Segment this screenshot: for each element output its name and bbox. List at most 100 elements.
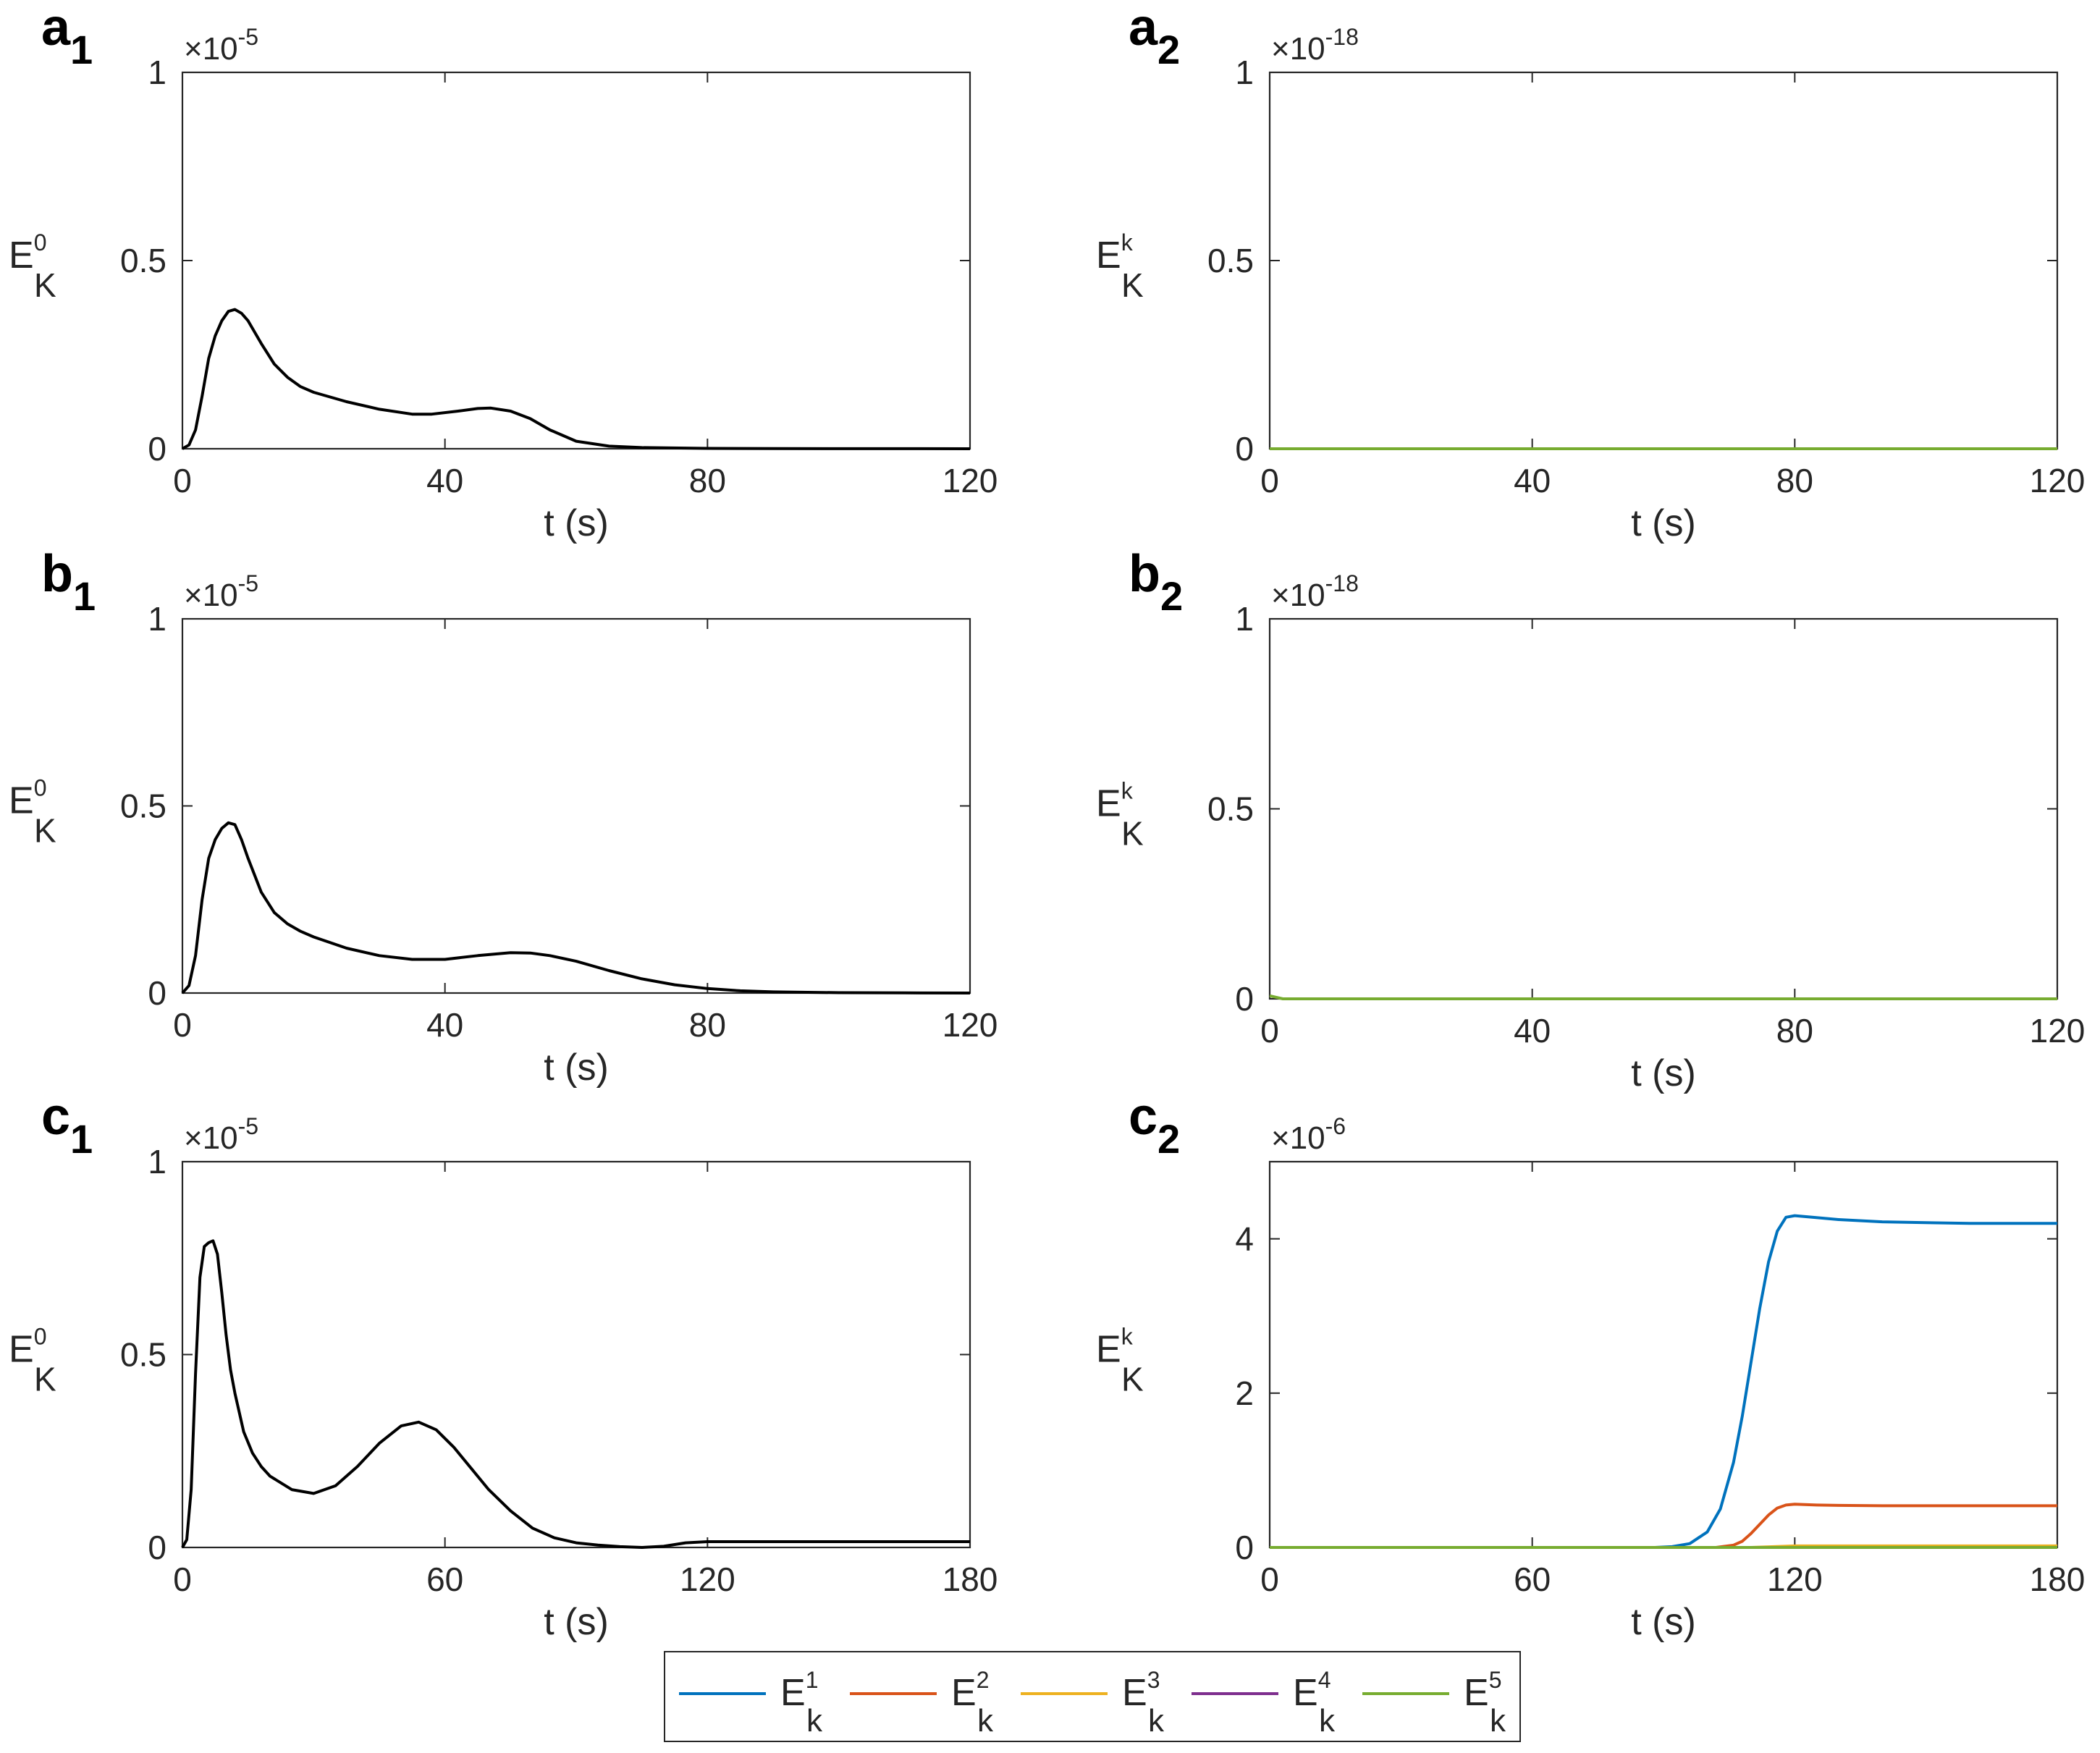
- legend-label-subscript: k: [977, 1703, 994, 1739]
- x-tick-label: 80: [1776, 1012, 1813, 1049]
- y-label-base: E: [9, 1329, 34, 1371]
- exponent-label: ×10-18: [1271, 24, 1359, 67]
- panel-number: 2: [1157, 27, 1180, 72]
- legend-entry: E4k: [1192, 1667, 1336, 1739]
- axes-box: [181, 71, 971, 450]
- x-tick-label: 80: [1776, 462, 1813, 499]
- x-tick-label: 0: [173, 1560, 192, 1598]
- y-tick-label: 1: [148, 600, 166, 638]
- legend-label-subscript: k: [1148, 1703, 1165, 1739]
- y-tick-label: 0: [1235, 430, 1254, 468]
- y-tick-label: 0: [148, 430, 166, 468]
- x-tick-label: 80: [689, 1006, 726, 1044]
- legend-label-superscript: 4: [1318, 1667, 1331, 1693]
- y-label-base: E: [9, 235, 34, 276]
- x-tick-label: 0: [1260, 1012, 1279, 1049]
- legend-label: E5: [1464, 1667, 1501, 1714]
- legend-entry: E5k: [1362, 1667, 1506, 1739]
- panel-number: 1: [70, 27, 93, 72]
- x-axis-label: t (s): [544, 502, 609, 544]
- y-tick-label: 0.5: [120, 242, 166, 279]
- panel-label: c1: [41, 1088, 93, 1162]
- legend-label-base: E: [1464, 1672, 1489, 1714]
- exponent-power: -6: [1325, 1113, 1346, 1139]
- legend-label-base: E: [1122, 1672, 1147, 1714]
- x-tick-label: 120: [943, 1006, 998, 1044]
- exponent-base: ×10: [1271, 578, 1325, 613]
- y-axis-label: E0: [9, 1324, 46, 1371]
- x-tick-label: 120: [2030, 1012, 2086, 1049]
- y-tick-label: 1: [148, 54, 166, 91]
- y-tick-label: 0: [148, 974, 166, 1012]
- y-tick-label: 0.5: [1207, 242, 1254, 279]
- panel-number: 1: [70, 1116, 93, 1162]
- x-tick-label: 40: [1514, 1012, 1551, 1049]
- y-tick-label: 4: [1235, 1220, 1254, 1258]
- legend-label: E3: [1122, 1667, 1160, 1714]
- panel-letter: b: [1129, 545, 1160, 603]
- legend-label: E4: [1293, 1667, 1331, 1714]
- exponent-base: ×10: [184, 578, 238, 613]
- y-tick-label: 1: [1235, 600, 1254, 638]
- panel-label: b1: [41, 545, 96, 619]
- x-tick-label: 120: [1767, 1560, 1823, 1598]
- panel-number: 1: [73, 573, 96, 619]
- legend-entry: E3k: [1021, 1667, 1165, 1739]
- y-label-superscript: k: [1121, 778, 1134, 804]
- y-axis-label: Ek: [1096, 1324, 1134, 1371]
- panel-letter: b: [41, 545, 73, 603]
- x-axis-label: t (s): [1631, 1601, 1696, 1643]
- y-tick-label: 1: [148, 1143, 166, 1180]
- exponent-base: ×10: [184, 31, 238, 67]
- legend-label-base: E: [951, 1672, 977, 1714]
- y-label-superscript: k: [1121, 1324, 1134, 1350]
- x-tick-label: 120: [680, 1560, 735, 1598]
- y-axis-label: Ek: [1096, 229, 1134, 276]
- x-axis-label: t (s): [544, 1047, 609, 1089]
- panel-label: a2: [1129, 0, 1180, 72]
- legend-label: E1: [780, 1667, 818, 1714]
- exponent-base: ×10: [184, 1120, 238, 1156]
- x-axis-label: t (s): [1631, 502, 1696, 544]
- exponent-power: -18: [1325, 24, 1359, 50]
- exponent-label: ×10-18: [1271, 570, 1359, 613]
- x-tick-label: 60: [426, 1560, 463, 1598]
- series-line-1: [181, 821, 971, 994]
- panel-letter: c: [1129, 1088, 1157, 1146]
- y-label-base: E: [9, 780, 34, 822]
- y-tick-label: 0.5: [120, 787, 166, 825]
- y-tick-label: 0: [1235, 1529, 1254, 1566]
- panel-number: 2: [1157, 1116, 1180, 1162]
- x-tick-label: 0: [1260, 462, 1279, 499]
- legend-label-subscript: k: [1319, 1703, 1336, 1739]
- exponent-label: ×10-5: [184, 570, 258, 613]
- y-label-subscript: K: [34, 1361, 56, 1398]
- legend-label-superscript: 3: [1147, 1667, 1160, 1693]
- x-tick-label: 180: [2030, 1560, 2086, 1598]
- legend-label-superscript: 2: [977, 1667, 990, 1693]
- x-axis-label: t (s): [544, 1601, 609, 1643]
- x-tick-label: 80: [689, 462, 726, 499]
- panel-label: c2: [1129, 1088, 1180, 1162]
- exponent-base: ×10: [1271, 1120, 1325, 1156]
- y-tick-label: 1: [1235, 54, 1254, 91]
- y-label-base: E: [1096, 783, 1121, 825]
- exponent-power: -18: [1325, 570, 1359, 596]
- exponent-label: ×10-5: [184, 1113, 258, 1156]
- y-tick-label: 0: [1235, 980, 1254, 1018]
- y-axis-label: E0: [9, 775, 46, 822]
- panel-letter: a: [1129, 0, 1158, 56]
- axes-box: [1268, 71, 2059, 450]
- x-tick-label: 120: [943, 462, 998, 499]
- legend-label-superscript: 1: [806, 1667, 819, 1693]
- exponent-power: -5: [238, 570, 258, 596]
- series-line-1: [182, 308, 971, 450]
- y-label-subscript: K: [1121, 1361, 1144, 1398]
- y-label-subscript: K: [1121, 266, 1144, 304]
- x-tick-label: 0: [173, 1006, 192, 1044]
- exponent-power: -5: [238, 24, 258, 50]
